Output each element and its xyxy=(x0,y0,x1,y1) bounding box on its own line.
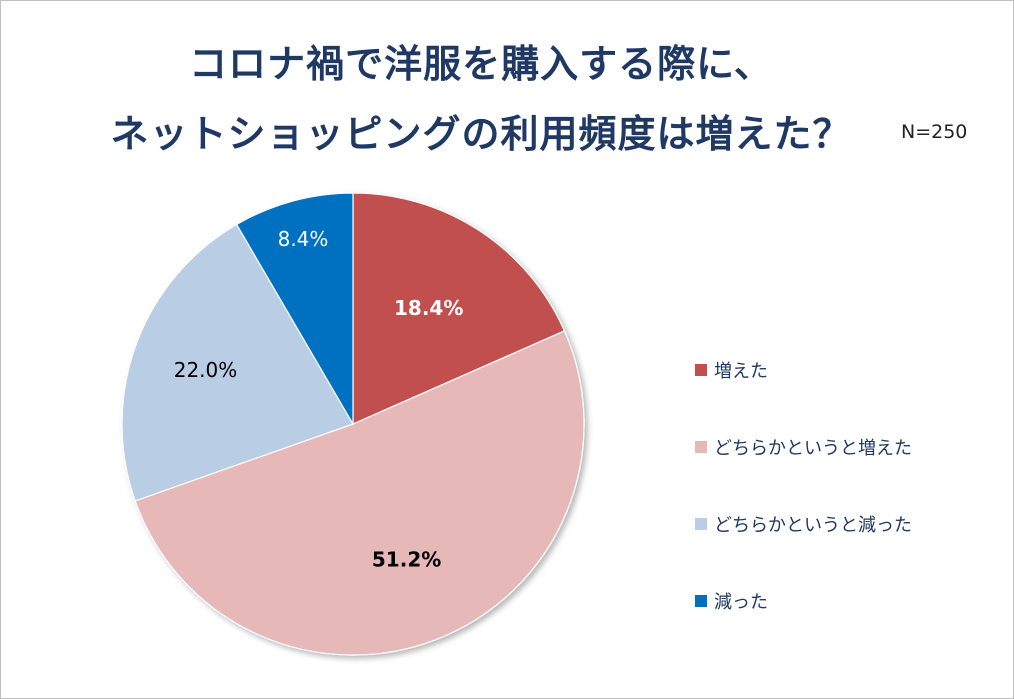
legend-item-2: どちらかというと増えた xyxy=(695,434,912,460)
sample-size-label: N=250 xyxy=(901,121,968,143)
chart-title-line-2: ネットショッピングの利用頻度は増えた？ xyxy=(110,112,852,156)
legend-label-2: どちらかというと増えた xyxy=(714,438,912,459)
data-label-3: 22.0% xyxy=(174,358,238,382)
legend-swatch-4 xyxy=(695,595,707,607)
data-label-2: 51.2% xyxy=(372,547,441,571)
data-label-4: 8.4% xyxy=(278,227,329,251)
legend-swatch-3 xyxy=(695,518,707,530)
data-label-1: 18.4% xyxy=(394,296,463,320)
legend-label-4: 減った xyxy=(714,592,768,613)
legend-item-4: 減った xyxy=(695,588,768,614)
pie-slice-1 xyxy=(352,192,566,425)
pie-slices xyxy=(121,192,585,656)
legend-label-1: 増えた xyxy=(714,361,768,382)
legend-label-3: どちらかというと減った xyxy=(714,515,912,536)
pie-slice-2 xyxy=(134,330,585,656)
legend-swatch-2 xyxy=(695,441,707,453)
pie-slice-4 xyxy=(235,192,354,427)
legend-swatch-1 xyxy=(695,364,707,376)
legend-item-1: 増えた xyxy=(695,357,768,383)
chart-title-line-1: コロナ禍で洋服を購入する際に、 xyxy=(189,42,773,86)
pie-slice-3 xyxy=(121,223,354,502)
legend-item-3: どちらかというと減った xyxy=(695,511,912,537)
